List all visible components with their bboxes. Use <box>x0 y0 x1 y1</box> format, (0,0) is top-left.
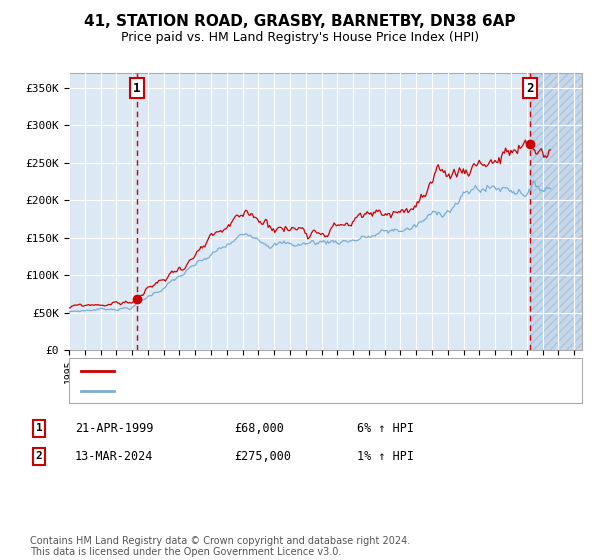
Text: 13-MAR-2024: 13-MAR-2024 <box>75 450 154 463</box>
Text: 41, STATION ROAD, GRASBY, BARNETBY, DN38 6AP: 41, STATION ROAD, GRASBY, BARNETBY, DN38… <box>84 14 516 29</box>
Text: 21-APR-1999: 21-APR-1999 <box>75 422 154 435</box>
Text: 1: 1 <box>35 423 43 433</box>
Text: 1: 1 <box>133 82 141 95</box>
Text: 6% ↑ HPI: 6% ↑ HPI <box>357 422 414 435</box>
Text: Price paid vs. HM Land Registry's House Price Index (HPI): Price paid vs. HM Land Registry's House … <box>121 31 479 44</box>
Text: £275,000: £275,000 <box>234 450 291 463</box>
Text: 2: 2 <box>526 82 533 95</box>
Text: Contains HM Land Registry data © Crown copyright and database right 2024.
This d: Contains HM Land Registry data © Crown c… <box>30 535 410 557</box>
Text: HPI: Average price, detached house, West Lindsey: HPI: Average price, detached house, West… <box>120 386 400 396</box>
Bar <box>530 73 582 350</box>
Text: 1% ↑ HPI: 1% ↑ HPI <box>357 450 414 463</box>
Text: £68,000: £68,000 <box>234 422 284 435</box>
Text: 41, STATION ROAD, GRASBY, BARNETBY, DN38 6AP (detached house): 41, STATION ROAD, GRASBY, BARNETBY, DN38… <box>120 366 506 376</box>
Text: 2: 2 <box>35 451 43 461</box>
